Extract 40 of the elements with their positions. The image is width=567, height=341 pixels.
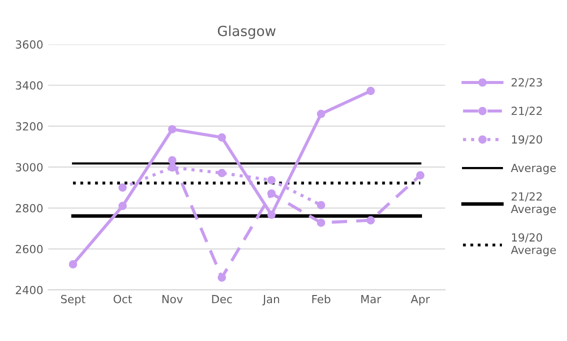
x-tick-label: Oct <box>114 294 132 304</box>
point <box>168 163 176 172</box>
y-tick-label: 2400 <box>16 286 43 294</box>
x-tick-label: Jan <box>262 295 280 306</box>
point <box>218 168 226 178</box>
y-tick-label: 3200 <box>16 122 43 131</box>
point <box>366 216 375 224</box>
point <box>267 210 276 219</box>
y-tick-label: 3400 <box>16 81 43 90</box>
point <box>267 189 276 198</box>
point <box>68 260 78 268</box>
x-tick-label: Feb <box>312 294 330 304</box>
point <box>168 125 176 134</box>
x-tick-label: Apr <box>410 295 430 306</box>
point <box>118 183 127 192</box>
x-tick-label: Mar <box>361 295 382 304</box>
chart-title: Glasgow <box>218 25 276 39</box>
point <box>218 133 226 142</box>
point <box>267 176 276 184</box>
point <box>168 156 176 165</box>
legend-label: Average <box>510 164 556 174</box>
legend-label: 19/20 <box>512 135 542 144</box>
legend-label: 22/23 <box>512 78 542 88</box>
point <box>218 273 226 282</box>
x-tick-label: Sept <box>61 294 86 306</box>
y-tick-label: 2600 <box>16 244 43 254</box>
point <box>366 86 375 96</box>
point <box>316 200 326 210</box>
point <box>118 202 127 210</box>
point <box>316 110 326 118</box>
point <box>316 218 326 227</box>
y-tick-label: 3600 <box>16 40 43 49</box>
y-tick-label: 3000 <box>16 163 43 172</box>
legend-label: 21/22 Average <box>510 192 556 216</box>
point <box>416 171 424 180</box>
legend-label: 21/22 <box>512 106 542 116</box>
y-tick-label: 2800 <box>16 204 43 212</box>
legend-label: 19/20 Average <box>510 233 556 256</box>
x-tick-label: Nov <box>162 295 183 304</box>
x-tick-label: Dec <box>212 295 232 304</box>
